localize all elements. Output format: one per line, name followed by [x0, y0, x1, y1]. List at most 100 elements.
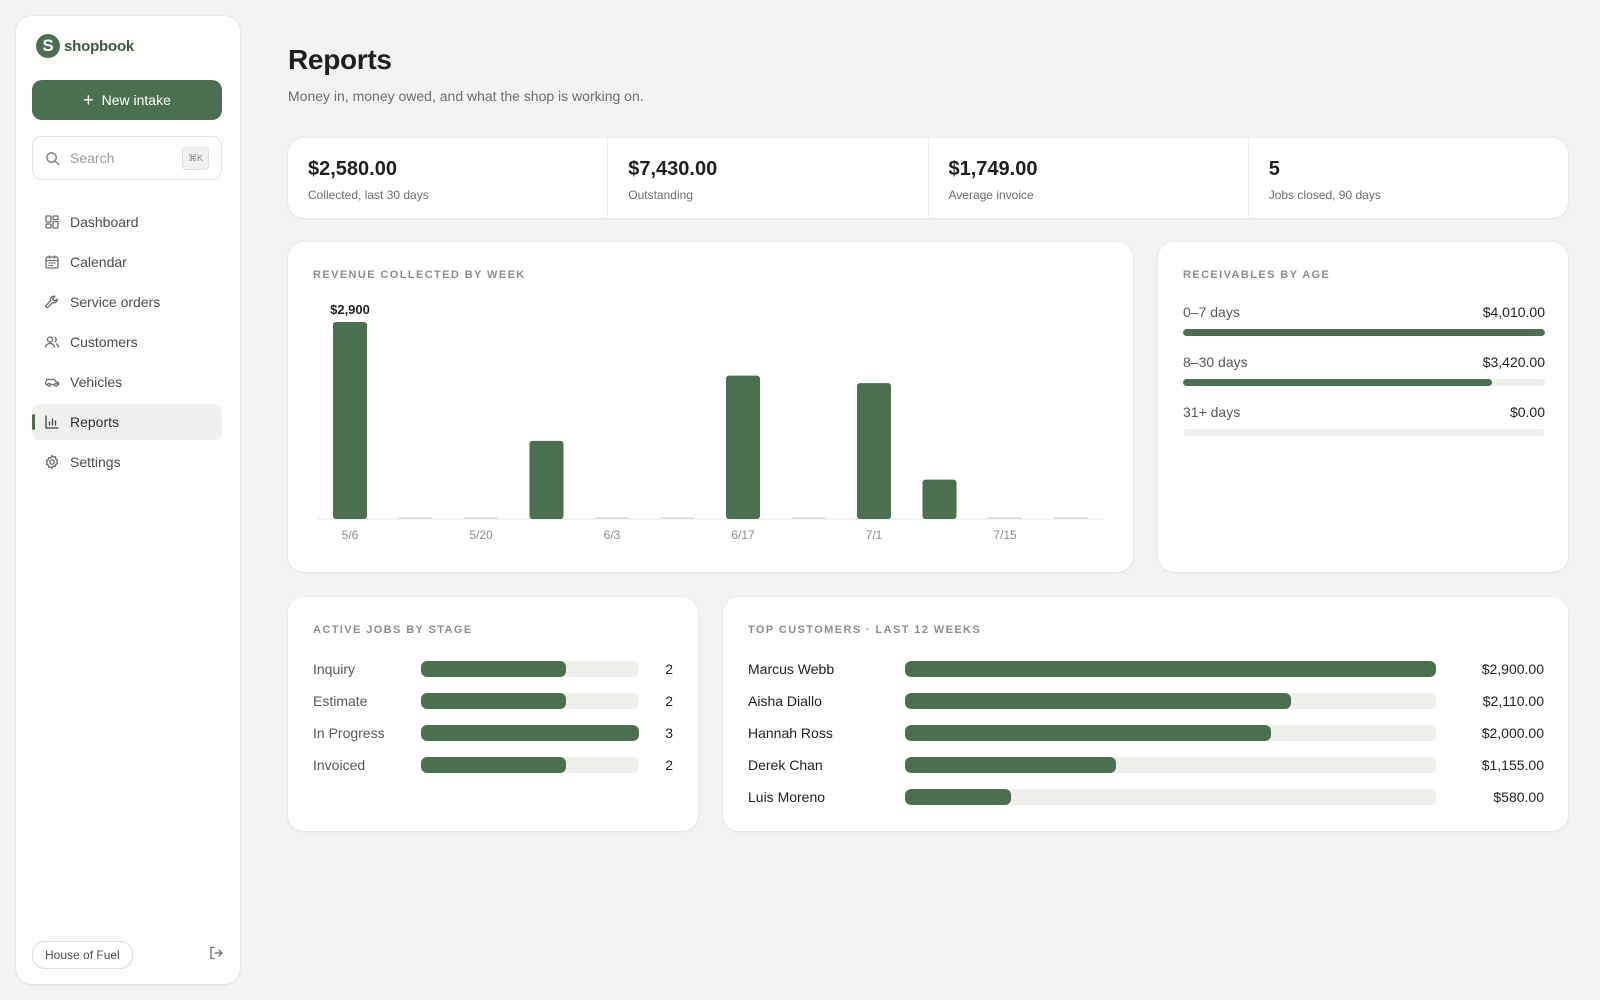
sidebar-item-vehicles[interactable]: Vehicles — [32, 364, 222, 400]
sidebar-item-label: Settings — [70, 454, 121, 470]
job-stage-row: Inquiry 2 — [313, 660, 673, 678]
job-stage-track — [421, 725, 639, 741]
sidebar-item-service-orders[interactable]: Service orders — [32, 284, 222, 320]
revenue-tick-label: 7/15 — [993, 528, 1017, 542]
revenue-bar-5/20[interactable] — [464, 517, 498, 519]
job-stage-label: Inquiry — [313, 661, 356, 677]
kpi-label: Collected, last 30 days — [308, 188, 429, 202]
sidebar-item-dashboard[interactable]: Dashboard — [32, 204, 222, 240]
customer-fill — [905, 725, 1272, 741]
revenue-bar-5/13[interactable] — [398, 517, 433, 519]
customer-value: $2,000.00 — [1481, 725, 1544, 741]
sidebar-item-label: Customers — [70, 334, 138, 350]
customer-row[interactable]: Luis Moreno $580.00 — [748, 788, 1544, 806]
revenue-bar-6/3[interactable] — [595, 517, 629, 519]
customer-track — [905, 757, 1436, 773]
job-stage-label: In Progress — [313, 725, 385, 741]
customer-row[interactable]: Aisha Diallo $2,110.00 — [748, 692, 1544, 710]
customer-value: $2,110.00 — [1482, 693, 1544, 709]
job-stage-fill — [421, 661, 567, 677]
revenue-bar-7/1[interactable] — [857, 383, 891, 519]
sidebar-item-label: Vehicles — [70, 374, 123, 390]
receivables-track — [1183, 379, 1545, 386]
customer-name: Marcus Webb — [748, 661, 835, 677]
revenue-max-label: $2,900 — [330, 302, 370, 317]
receivables-fill — [1183, 329, 1545, 336]
revenue-chart-card: Revenue collected by week 5/6 $2,900 5/20 6… — [288, 242, 1133, 572]
customer-name: Luis Moreno — [748, 789, 826, 805]
brand-name: shopbook — [64, 37, 135, 55]
search-shortcut-badge: ⌘K — [181, 146, 209, 170]
sidebar-item-settings[interactable]: Settings — [32, 444, 222, 480]
active-jobs-title: Active jobs by stage — [313, 624, 473, 636]
revenue-bar-5/6[interactable] — [333, 322, 367, 519]
revenue-tick-label: 6/3 — [604, 528, 621, 542]
customer-fill — [905, 757, 1117, 773]
sidebar-item-calendar[interactable]: Calendar — [32, 244, 222, 280]
job-stage-track — [421, 693, 639, 709]
revenue-bar-5/27[interactable] — [529, 440, 564, 519]
sidebar-item-reports[interactable]: Reports — [32, 404, 222, 440]
kpi-collected: $2,580.00 Collected, last 30 days — [288, 138, 609, 218]
job-stage-count: 3 — [665, 725, 673, 741]
receivables-title: Receivables by age — [1183, 269, 1331, 281]
revenue-bar-6/10[interactable] — [660, 517, 695, 519]
customer-fill — [905, 661, 1436, 677]
job-stage-count: 2 — [665, 661, 673, 677]
page-subtitle: Money in, money owed, and what the shop … — [288, 88, 644, 104]
shop-name-badge[interactable]: House of Fuel — [32, 941, 133, 969]
receivables-card: Receivables by age 0–7 days $4,010.00 8–3… — [1158, 242, 1568, 572]
customer-row[interactable]: Derek Chan $1,155.00 — [748, 756, 1544, 774]
logout-button[interactable] — [208, 945, 224, 966]
kpi-average-invoice: $1,749.00 Average invoice — [929, 138, 1249, 218]
search-box[interactable]: ⌘K — [32, 136, 222, 180]
sidebar: S shopbook + New intake ⌘K Dashboard Cal… — [16, 16, 240, 984]
customer-name: Derek Chan — [748, 757, 823, 773]
customer-row[interactable]: Hannah Ross $2,000.00 — [748, 724, 1544, 742]
job-stage-label: Estimate — [313, 693, 368, 709]
revenue-bar-6/17[interactable] — [726, 375, 760, 519]
kpi-value: $1,749.00 — [948, 158, 1038, 180]
job-stage-fill — [421, 693, 567, 709]
revenue-bar-chart: 5/6 $2,900 5/20 6/3 6/17 7/1 7/15 — [318, 302, 1103, 542]
search-input[interactable] — [70, 150, 172, 166]
job-stage-row: Invoiced 2 — [313, 756, 673, 774]
customer-value: $580.00 — [1493, 789, 1544, 805]
revenue-tick-label: 6/17 — [731, 528, 755, 542]
receivables-value: $4,010.00 — [1482, 304, 1545, 320]
revenue-bar-7/22[interactable] — [1053, 517, 1088, 519]
job-stage-label: Invoiced — [313, 757, 366, 773]
customer-row[interactable]: Marcus Webb $2,900.00 — [748, 660, 1544, 678]
customer-value: $1,155.00 — [1481, 757, 1544, 773]
receivables-label: 0–7 days — [1183, 304, 1240, 320]
top-customers-card: Top customers · last 12 weeks Marcus Web… — [723, 597, 1568, 831]
grid-icon — [45, 215, 59, 229]
customer-name: Aisha Diallo — [748, 693, 822, 709]
revenue-tick-label: 5/6 — [342, 528, 359, 542]
customer-track — [905, 693, 1436, 709]
new-intake-button[interactable]: + New intake — [32, 80, 222, 120]
kpi-label: Outstanding — [628, 188, 693, 202]
customer-track — [905, 661, 1436, 677]
job-stage-track — [421, 757, 639, 773]
bar-chart-icon — [45, 415, 59, 429]
receivables-fill — [1183, 379, 1492, 386]
page-title: Reports — [288, 44, 392, 75]
job-stage-row: Estimate 2 — [313, 692, 673, 710]
kpi-value: 5 — [1268, 158, 1280, 180]
sidebar-item-customers[interactable]: Customers — [32, 324, 222, 360]
revenue-tick-label: 7/1 — [866, 528, 883, 542]
revenue-bar-7/8[interactable] — [922, 479, 957, 519]
new-intake-label: New intake — [101, 92, 171, 108]
brand[interactable]: S shopbook — [36, 32, 224, 60]
sidebar-item-label: Reports — [70, 414, 120, 430]
revenue-bar-7/15[interactable] — [988, 517, 1022, 519]
revenue-bar-6/24[interactable] — [791, 517, 826, 519]
kpi-value: $7,430.00 — [628, 158, 718, 180]
customer-track — [905, 789, 1436, 805]
revenue-chart-title: Revenue collected by week — [313, 269, 526, 281]
job-stage-fill — [421, 757, 567, 773]
shopbook-logo-icon: S — [36, 34, 60, 58]
receivables-row: 31+ days $0.00 — [1183, 404, 1545, 436]
customer-value: $2,900.00 — [1481, 661, 1544, 677]
